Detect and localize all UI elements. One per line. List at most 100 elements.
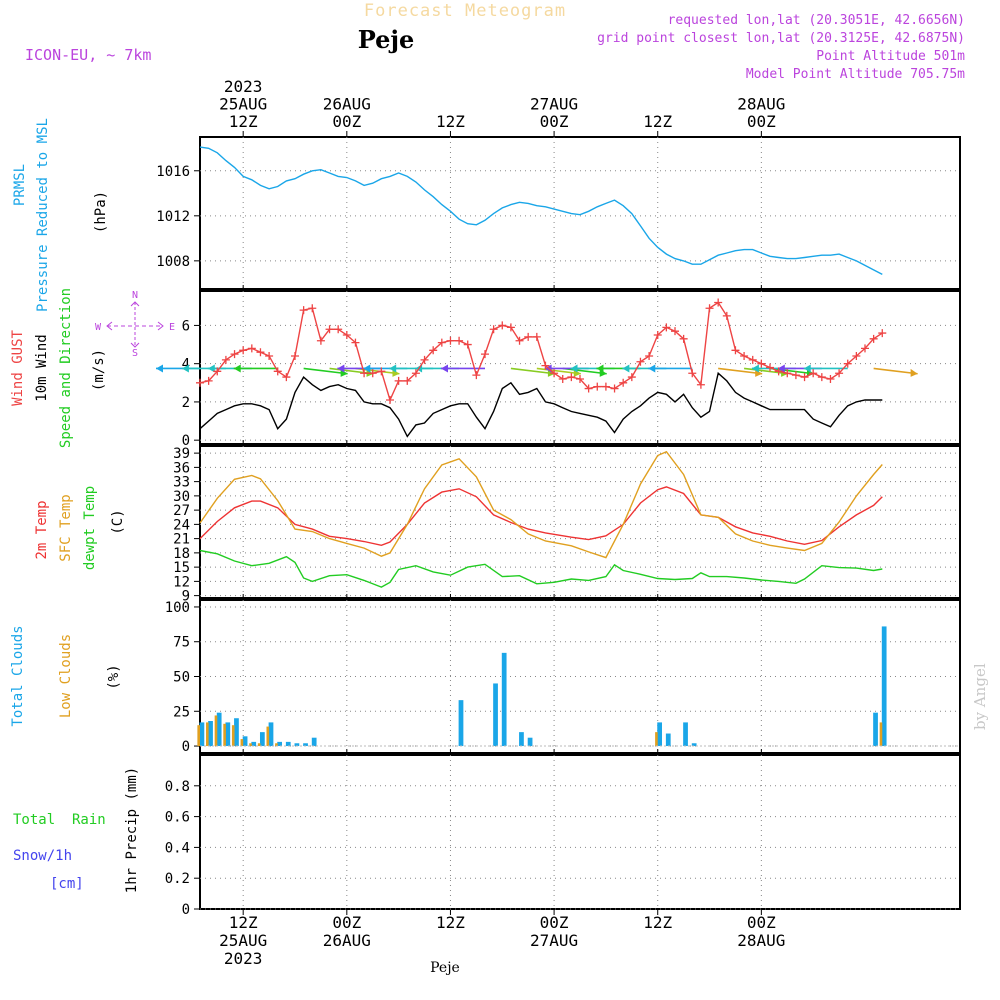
grid-point-location: grid point closest lon,lat (20.3125E, 42… — [597, 31, 965, 46]
bottom-axis-label: 12Z — [643, 913, 672, 932]
gust-marker — [342, 330, 351, 339]
y-tick-label: 2 — [182, 395, 190, 411]
temp-unit-label: (C) — [110, 509, 126, 534]
gust-marker — [731, 346, 740, 355]
gust-marker — [722, 311, 731, 320]
gust-marker — [679, 334, 688, 343]
series-line-sfc-temp — [199, 450, 883, 559]
gust-marker — [498, 321, 507, 330]
bottom-axis-label: 12Z — [229, 913, 258, 932]
gust-marker — [506, 323, 515, 332]
series-line-prmsl — [199, 146, 883, 276]
series-line-dewpt-temp — [199, 549, 883, 588]
bar-total-clouds — [501, 652, 507, 747]
gust-marker — [299, 306, 308, 315]
y-tick-label: 36 — [173, 460, 190, 476]
gust-marker — [809, 369, 818, 378]
gust-marker — [481, 350, 489, 359]
bar-low-clouds — [879, 722, 883, 747]
wind-arrowhead — [648, 364, 656, 373]
gust-marker — [593, 382, 602, 391]
bar-total-clouds — [268, 722, 274, 747]
wind-panel: Wind GUST 10m Wind Speed and Direction (… — [10, 285, 961, 449]
bottom-axis-label: 27AUG — [530, 931, 578, 950]
gust-marker — [351, 338, 360, 347]
gust-marker — [688, 369, 697, 378]
gust-marker — [368, 369, 377, 378]
wind-unit-label: (m/s) — [91, 349, 107, 391]
gust-marker — [196, 378, 204, 387]
y-tick-label: 0.2 — [165, 871, 190, 887]
sfc-temp-label: SFC Temp — [58, 494, 74, 561]
y-tick-label: 9 — [182, 589, 190, 605]
y-tick-label: 0 — [182, 433, 190, 449]
gust-marker — [558, 374, 567, 383]
gust-marker — [489, 325, 498, 334]
bar-total-clouds — [216, 712, 222, 747]
gust-marker — [429, 346, 438, 355]
y-tick-label: 30 — [173, 489, 190, 505]
bar-low-clouds — [275, 743, 278, 747]
gust-marker — [869, 334, 878, 343]
gust-marker — [204, 376, 213, 385]
bar-total-clouds — [519, 732, 524, 747]
gust-marker — [878, 329, 887, 338]
chart-title: Forecast Meteogram — [364, 1, 566, 21]
gust-label: Wind GUST — [10, 330, 26, 406]
bar-total-clouds — [657, 722, 663, 747]
pressure-label-desc: Pressure Reduced to MSL — [35, 118, 51, 312]
gust-marker — [645, 352, 654, 361]
wind-direction-arrow — [718, 367, 763, 375]
bar-total-clouds — [527, 737, 533, 747]
gust-marker — [437, 338, 446, 347]
top-axis-label: 12Z — [229, 112, 258, 131]
gust-marker — [386, 396, 394, 405]
wind-arrowhead — [363, 364, 371, 373]
wind-arrowhead — [181, 364, 189, 373]
gust-marker — [291, 352, 299, 361]
wind-direction-arrow — [873, 367, 918, 375]
y-tick-label: 1016 — [156, 164, 190, 180]
clouds-unit-label: (%) — [106, 664, 122, 689]
wind-compass-icon: N S W E — [95, 290, 175, 359]
wind-direction-arrow — [743, 367, 789, 375]
wind-arrowhead — [233, 364, 241, 373]
snow-unit-label: [cm] — [50, 876, 84, 892]
bottom-axis-label: 26AUG — [323, 931, 371, 950]
series-line-10m-wind — [199, 371, 883, 438]
y-tick-label: 1012 — [156, 209, 190, 225]
bar-total-clouds — [225, 722, 231, 747]
y-tick-label: 27 — [173, 503, 190, 519]
gust-marker — [532, 332, 541, 341]
bar-total-clouds — [458, 700, 464, 747]
model-label: ICON-EU, ~ 7km — [25, 46, 151, 64]
top-axis-label: 25AUG — [219, 95, 267, 114]
bottom-axis-label: 00Z — [332, 913, 361, 932]
footer-location: Peje — [430, 960, 460, 976]
y-tick-label: 100 — [165, 600, 190, 616]
gust-marker — [273, 367, 282, 376]
top-axis-label: 27AUG — [530, 95, 578, 114]
bar-low-clouds — [655, 732, 658, 747]
gust-marker — [852, 352, 861, 361]
gust-marker — [221, 355, 230, 364]
pressure-panel: PRMSL Pressure Reduced to MSL (hPa) 1008… — [12, 118, 961, 312]
gust-marker — [653, 330, 662, 339]
wind-arrowhead — [803, 364, 811, 373]
wind-arrowhead — [910, 368, 918, 377]
bar-total-clouds — [242, 736, 248, 747]
series-line-2m-temp — [199, 486, 883, 547]
temp2m-label: 2m Temp — [34, 500, 50, 559]
bar-total-clouds — [199, 722, 205, 747]
wind-arrowhead — [207, 364, 215, 373]
gust-marker — [541, 361, 550, 370]
wind-label: 10m Wind — [34, 334, 50, 401]
wind-direction-arrow — [536, 367, 581, 375]
gust-marker — [377, 367, 386, 376]
y-tick-label: 50 — [173, 670, 190, 686]
total-clouds-label: Total Clouds — [10, 625, 26, 726]
gust-marker — [800, 373, 809, 382]
bar-total-clouds — [208, 721, 213, 747]
bar-total-clouds — [493, 683, 498, 747]
